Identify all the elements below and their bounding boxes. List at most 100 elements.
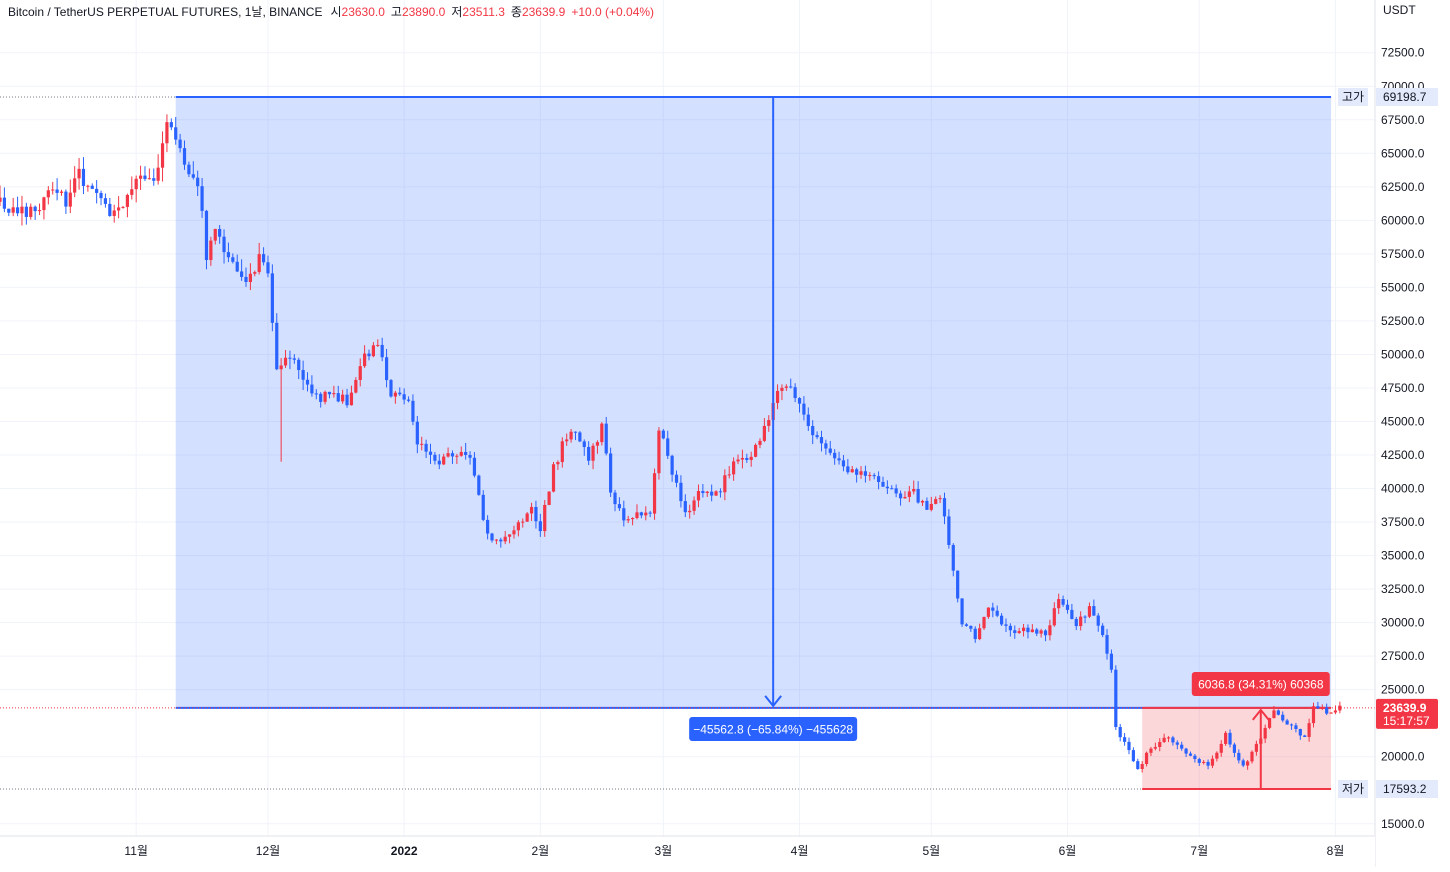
candle-body [1083, 616, 1087, 618]
candle [59, 189, 64, 196]
measure-down-arrowhead [764, 695, 782, 708]
candle [160, 131, 165, 182]
candle [1329, 712, 1333, 714]
candle-body [991, 607, 995, 611]
candle-body [982, 616, 986, 629]
candle [446, 447, 450, 458]
candle-body [341, 394, 345, 402]
candle-body [868, 475, 872, 477]
candle [1184, 747, 1188, 757]
candle [1096, 613, 1100, 632]
candle [288, 350, 292, 370]
candle-body [609, 453, 613, 493]
candle [1193, 753, 1197, 763]
candle-body [534, 506, 538, 522]
candle-body [1092, 606, 1096, 616]
candle-body [363, 353, 367, 367]
candle-body [929, 503, 933, 510]
candle-body [1210, 758, 1215, 766]
symbol-title[interactable]: Bitcoin / TetherUS PERPETUAL FUTURES, 1날… [8, 5, 323, 19]
candle-body [415, 421, 419, 445]
candle [270, 264, 274, 332]
candle-body [1228, 732, 1232, 745]
candle-body [46, 190, 50, 198]
candle [1162, 733, 1166, 743]
candle-body [661, 430, 665, 439]
candle [1048, 619, 1052, 641]
price-tick-label: 42500.0 [1381, 448, 1425, 462]
candle-body [24, 206, 28, 217]
candle-body [297, 359, 301, 371]
candle-body [200, 186, 204, 211]
candle-body [121, 206, 125, 208]
candle [793, 383, 797, 403]
candle-body [1215, 752, 1219, 759]
candle [1140, 761, 1144, 773]
candle [226, 242, 231, 263]
candle [481, 490, 485, 522]
candle-body [806, 414, 810, 427]
candle-body [674, 474, 679, 483]
candle-body [73, 178, 77, 193]
candle [1224, 730, 1228, 746]
candle [1166, 736, 1171, 743]
candle [543, 500, 547, 537]
candle-body [995, 610, 999, 616]
price-tick-label: 60000.0 [1381, 213, 1425, 227]
candle-body [226, 252, 231, 258]
candle [46, 186, 50, 205]
candle-body [472, 457, 477, 476]
candle [424, 439, 428, 458]
candle-body [1298, 728, 1302, 736]
candle-body [481, 494, 485, 520]
candle [1131, 747, 1135, 763]
candle [24, 202, 28, 225]
candle [1105, 629, 1109, 660]
candle-body [11, 207, 15, 213]
candle-body [59, 191, 64, 193]
candle-body [582, 441, 586, 447]
low-marker: 저가 17593.2 [1338, 780, 1438, 798]
candle-body [692, 500, 696, 511]
candle [1175, 740, 1179, 750]
candle [1246, 759, 1250, 770]
candle-body [323, 391, 327, 402]
candle-body [332, 393, 336, 395]
candle [956, 570, 960, 603]
candle [29, 203, 33, 220]
candle [42, 196, 46, 220]
candle [806, 407, 810, 431]
candle-body [1338, 705, 1342, 711]
candle [1219, 740, 1223, 757]
candle [973, 626, 977, 643]
candle [1215, 751, 1219, 762]
time-tick-label: 3월 [654, 844, 672, 858]
candle-body [648, 512, 652, 514]
candle [433, 451, 437, 465]
candle-body [147, 178, 151, 180]
candle [934, 496, 938, 505]
candle-body [1166, 737, 1171, 739]
candle [1276, 709, 1280, 716]
candle-body [797, 398, 802, 404]
candle-body [1004, 624, 1008, 626]
candle [1267, 717, 1272, 730]
candle [595, 440, 600, 454]
candle [1057, 593, 1061, 614]
candle-body [723, 475, 727, 493]
candles [0, 114, 1342, 773]
axis-unit-label[interactable]: USDT [1383, 3, 1416, 17]
candle [354, 377, 358, 394]
candle [1298, 728, 1302, 740]
candle [802, 396, 806, 421]
candle [20, 195, 24, 226]
candle-body [117, 207, 121, 211]
candle [64, 189, 68, 214]
close-value: 23639.9 [521, 5, 566, 19]
candle [732, 457, 736, 481]
candle [512, 525, 516, 539]
price-tick-label: 65000.0 [1381, 146, 1425, 160]
candle [182, 140, 187, 170]
candle [178, 133, 182, 153]
